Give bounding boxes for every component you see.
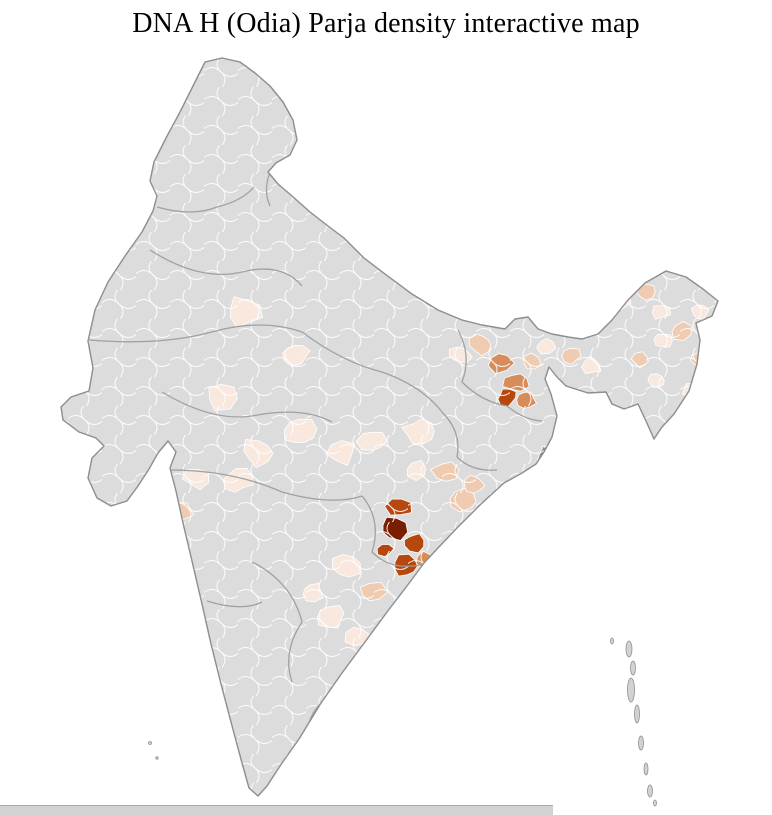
density-region[interactable] — [164, 533, 185, 553]
bottom-scrollbar[interactable] — [0, 805, 553, 815]
map-title: DNA H (Odia) Parja density interactive m… — [132, 8, 640, 39]
state-boundaries — [88, 167, 543, 743]
density-region[interactable] — [411, 601, 434, 624]
district-boundaries — [61, 58, 718, 796]
andaman-nicobar-islands — [148, 637, 657, 807]
density-region[interactable] — [421, 577, 444, 595]
india-outline — [60, 57, 719, 797]
